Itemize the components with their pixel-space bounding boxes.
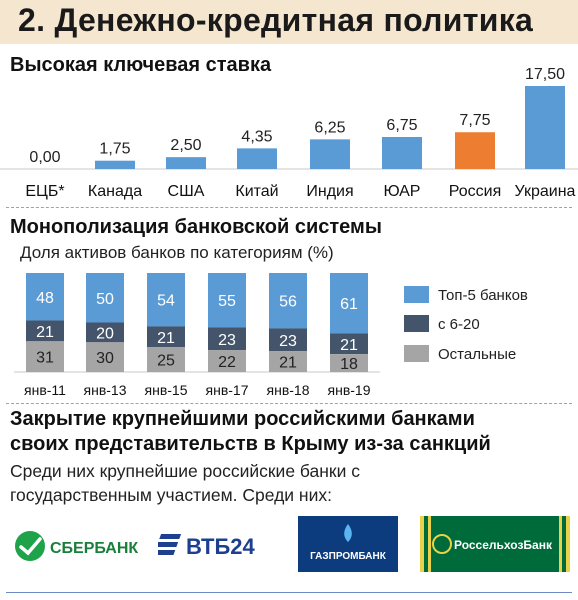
bank-category-label: янв-19 — [328, 382, 371, 398]
bank-segment-label: 23 — [218, 332, 236, 349]
bank-share-stacked-chart: 48 21 31 янв-11 50 20 30 янв-13 54 21 25 янв-15 55 23… — [14, 273, 380, 398]
rate-category-label: Индия — [306, 183, 353, 200]
crimea-text-line1: Среди них крупнейшие российские банки с — [10, 461, 360, 481]
flame-icon — [344, 524, 352, 542]
rate-category-label: ЕЦБ* — [25, 183, 64, 200]
bank-segment-label: 50 — [96, 291, 114, 308]
bank-segment — [269, 273, 307, 329]
section-divider — [6, 207, 572, 208]
legend-label-rest: Остальные — [438, 346, 517, 363]
bank-segment-label: 56 — [279, 294, 297, 311]
rate-bar — [95, 160, 135, 169]
legend-swatch-top5 — [404, 286, 429, 303]
rosselkhozbank-wordmark: РоссельхозБанк — [454, 538, 553, 552]
bottom-divider — [6, 592, 572, 593]
bank-segment — [208, 273, 246, 328]
crimea-title-line1: Закрытие крупнейшими российскими банками — [10, 408, 475, 430]
bank-segment — [86, 273, 124, 323]
bank-segment — [26, 273, 64, 321]
bank-segment-label: 21 — [157, 330, 175, 347]
bank-segment — [269, 328, 307, 352]
bank-category-label: янв-15 — [145, 382, 188, 398]
key-rate-bar-chart: 0,00 ЕЦБ* 1,75 Канада 2,50 США 4,35 Китай 6,25 Ин… — [0, 66, 578, 200]
rate-category-label: США — [168, 183, 205, 200]
rosselkhozbank-logo: РоссельхозБанк — [420, 516, 570, 572]
gazprombank-logo: ГАЗПРОМБАНК — [298, 516, 398, 572]
rate-value-label: 0,00 — [29, 149, 60, 166]
bank-category-label: янв-18 — [267, 382, 310, 398]
bank-segment-label: 31 — [36, 350, 54, 367]
bank-segment-label: 21 — [340, 337, 358, 354]
bank-segment — [147, 273, 185, 327]
rate-category-label: Китай — [235, 183, 278, 200]
rosselkhozbank-emblem-icon — [432, 534, 452, 554]
section-divider — [6, 403, 572, 404]
bank-segment — [269, 351, 307, 372]
legend-label-top5: Топ-5 банков — [438, 287, 528, 304]
bank-category-label: янв-13 — [84, 382, 127, 398]
rate-bar — [237, 148, 277, 169]
rate-value-label: 4,35 — [241, 128, 272, 145]
rates-section-title: Высокая ключевая ставка — [10, 54, 272, 76]
bank-segment — [330, 273, 368, 334]
bank-segment-label: 21 — [36, 324, 54, 341]
rate-bar — [310, 139, 350, 169]
banking-section-title: Монополизация банковской системы — [10, 216, 382, 238]
crimea-title-line2: своих представительств в Крыму из-за сан… — [10, 433, 491, 455]
bank-segment-label: 21 — [279, 355, 297, 372]
bank-category-label: янв-17 — [206, 382, 249, 398]
rate-bar — [382, 136, 422, 169]
bank-segment — [208, 327, 246, 351]
bank-segment — [208, 350, 246, 372]
rate-value-label: 7,75 — [459, 112, 490, 129]
bank-segment — [86, 322, 124, 343]
bank-segment-label: 55 — [218, 293, 236, 310]
vtb24-logo: ВТБ24 — [158, 534, 256, 559]
sberbank-emblem-icon — [15, 531, 45, 561]
bank-segment — [147, 326, 185, 348]
rate-category-label: Канада — [88, 183, 142, 200]
legend-swatch-rest — [404, 345, 429, 362]
bank-segment — [26, 341, 64, 372]
rate-bar — [525, 86, 565, 169]
rate-value-label: 6,25 — [314, 119, 345, 136]
bank-segment-label: 61 — [340, 296, 358, 313]
bank-segment — [330, 333, 368, 355]
bank-segment — [330, 354, 368, 372]
bank-segment-label: 18 — [340, 356, 358, 373]
bank-segment-label: 23 — [279, 333, 297, 350]
rate-category-label: Россия — [449, 183, 501, 200]
bank-segment-label: 48 — [36, 290, 54, 307]
rate-value-label: 2,50 — [170, 137, 201, 154]
rate-bar — [166, 157, 206, 169]
bank-category-label: янв-11 — [24, 382, 66, 398]
sberbank-logo: СБЕРБАНК — [15, 531, 138, 561]
legend-label-mid: с 6-20 — [438, 316, 480, 333]
vtb-emblem-icon — [158, 534, 182, 555]
bank-segment — [86, 342, 124, 372]
rate-category-label: ЮАР — [384, 183, 421, 200]
vtb24-wordmark: ВТБ24 — [186, 534, 256, 559]
bank-segment — [147, 347, 185, 372]
bank-segment-label: 20 — [96, 325, 114, 342]
rate-category-label: Украина — [515, 183, 576, 200]
bank-segment-label: 30 — [96, 350, 114, 367]
rate-value-label: 6,75 — [386, 117, 417, 134]
rate-value-label: 17,50 — [525, 66, 565, 83]
banking-chart-subtitle: Доля активов банков по категориям (%) — [20, 243, 334, 262]
legend-swatch-mid — [404, 315, 429, 332]
bank-segment-label: 22 — [218, 354, 236, 371]
header-band: 2. Денежно-кредитная политика — [0, 0, 578, 44]
crimea-text-line2: государственным участием. Среди них: — [10, 485, 332, 505]
bank-segment — [26, 320, 64, 342]
rate-value-label: 1,75 — [99, 141, 130, 158]
rate-bar — [455, 132, 495, 169]
gazprombank-wordmark: ГАЗПРОМБАНК — [310, 551, 387, 562]
page-title: 2. Денежно-кредитная политика — [18, 2, 534, 38]
bank-segment-label: 54 — [157, 293, 175, 310]
bank-segment-label: 25 — [157, 353, 175, 370]
sberbank-wordmark: СБЕРБАНК — [50, 540, 138, 557]
